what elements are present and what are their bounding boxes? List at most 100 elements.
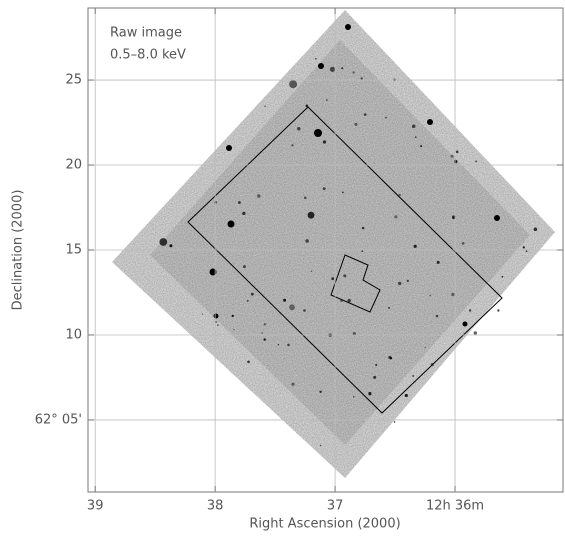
source bbox=[247, 361, 250, 364]
source bbox=[390, 357, 393, 360]
source bbox=[257, 194, 260, 197]
figure: Raw image 0.5–8.0 keV Right Ascension (2… bbox=[0, 0, 565, 537]
source bbox=[311, 271, 312, 272]
source bbox=[355, 123, 358, 126]
source bbox=[364, 113, 367, 116]
source bbox=[368, 392, 371, 395]
source bbox=[228, 221, 235, 228]
source bbox=[526, 250, 528, 252]
y-tick-label: 20 bbox=[65, 158, 82, 173]
source bbox=[291, 383, 294, 386]
source bbox=[388, 307, 390, 309]
source bbox=[385, 117, 387, 119]
source bbox=[226, 145, 232, 151]
source bbox=[319, 391, 321, 393]
page: Raw image 0.5–8.0 keV Right Ascension (2… bbox=[0, 0, 565, 537]
source bbox=[362, 227, 364, 229]
source bbox=[494, 215, 500, 221]
x-tick-label: 37 bbox=[327, 499, 344, 514]
source bbox=[456, 151, 459, 154]
source bbox=[264, 338, 266, 340]
source bbox=[323, 140, 326, 143]
source bbox=[412, 375, 414, 377]
source bbox=[169, 244, 172, 247]
source bbox=[278, 344, 279, 345]
source bbox=[420, 145, 422, 147]
source bbox=[323, 187, 326, 190]
source bbox=[261, 332, 262, 333]
source bbox=[331, 277, 334, 280]
source bbox=[202, 314, 203, 315]
source bbox=[318, 63, 324, 69]
source bbox=[502, 276, 504, 278]
source bbox=[159, 238, 167, 246]
source bbox=[232, 315, 234, 317]
source bbox=[497, 309, 499, 311]
x-axis-label: Right Ascension (2000) bbox=[249, 517, 400, 532]
source bbox=[342, 192, 344, 194]
source bbox=[304, 196, 307, 199]
source bbox=[427, 119, 433, 125]
source bbox=[326, 99, 328, 101]
source bbox=[289, 80, 297, 88]
source bbox=[362, 250, 364, 252]
source bbox=[373, 376, 376, 379]
source bbox=[415, 136, 417, 138]
source bbox=[308, 212, 315, 219]
source bbox=[353, 396, 355, 398]
source bbox=[314, 129, 322, 137]
source bbox=[264, 105, 266, 107]
source bbox=[352, 71, 354, 73]
source bbox=[264, 323, 266, 325]
source bbox=[214, 201, 217, 204]
annotation: 0.5–8.0 keV bbox=[110, 48, 186, 63]
source bbox=[407, 280, 409, 282]
source bbox=[343, 274, 346, 277]
y-tick-label: 15 bbox=[65, 243, 82, 258]
source bbox=[475, 160, 477, 162]
source bbox=[429, 295, 431, 297]
source bbox=[412, 125, 416, 129]
source bbox=[405, 394, 408, 397]
source bbox=[534, 228, 538, 232]
source bbox=[375, 364, 377, 366]
source bbox=[399, 194, 401, 196]
annotation: Raw image bbox=[110, 26, 182, 41]
source bbox=[315, 58, 317, 60]
source bbox=[297, 127, 300, 130]
source bbox=[242, 212, 245, 215]
y-tick-label: 25 bbox=[65, 73, 82, 88]
source bbox=[287, 344, 290, 347]
source bbox=[289, 304, 295, 310]
source bbox=[462, 242, 465, 245]
source bbox=[291, 144, 293, 146]
source bbox=[243, 265, 246, 268]
source bbox=[303, 309, 306, 312]
y-tick-label: 62° 05' bbox=[35, 412, 82, 427]
x-tick-label: 38 bbox=[207, 499, 224, 514]
source bbox=[341, 67, 343, 69]
source bbox=[463, 322, 468, 327]
source bbox=[306, 105, 309, 108]
source bbox=[398, 282, 401, 285]
source bbox=[431, 363, 434, 366]
source bbox=[454, 160, 457, 163]
source bbox=[394, 215, 397, 218]
source bbox=[320, 445, 321, 446]
source bbox=[436, 315, 439, 318]
source bbox=[451, 155, 454, 158]
source bbox=[425, 347, 426, 348]
source bbox=[523, 246, 525, 248]
source bbox=[238, 201, 241, 204]
source bbox=[215, 321, 216, 322]
source bbox=[217, 324, 219, 326]
source bbox=[283, 299, 286, 302]
source bbox=[251, 293, 254, 296]
source bbox=[247, 300, 249, 302]
source bbox=[305, 239, 309, 243]
x-tick-label: 39 bbox=[87, 499, 104, 514]
source bbox=[345, 24, 351, 30]
y-axis-label: Declination (2000) bbox=[11, 190, 26, 311]
source bbox=[214, 314, 219, 319]
source bbox=[330, 67, 335, 72]
